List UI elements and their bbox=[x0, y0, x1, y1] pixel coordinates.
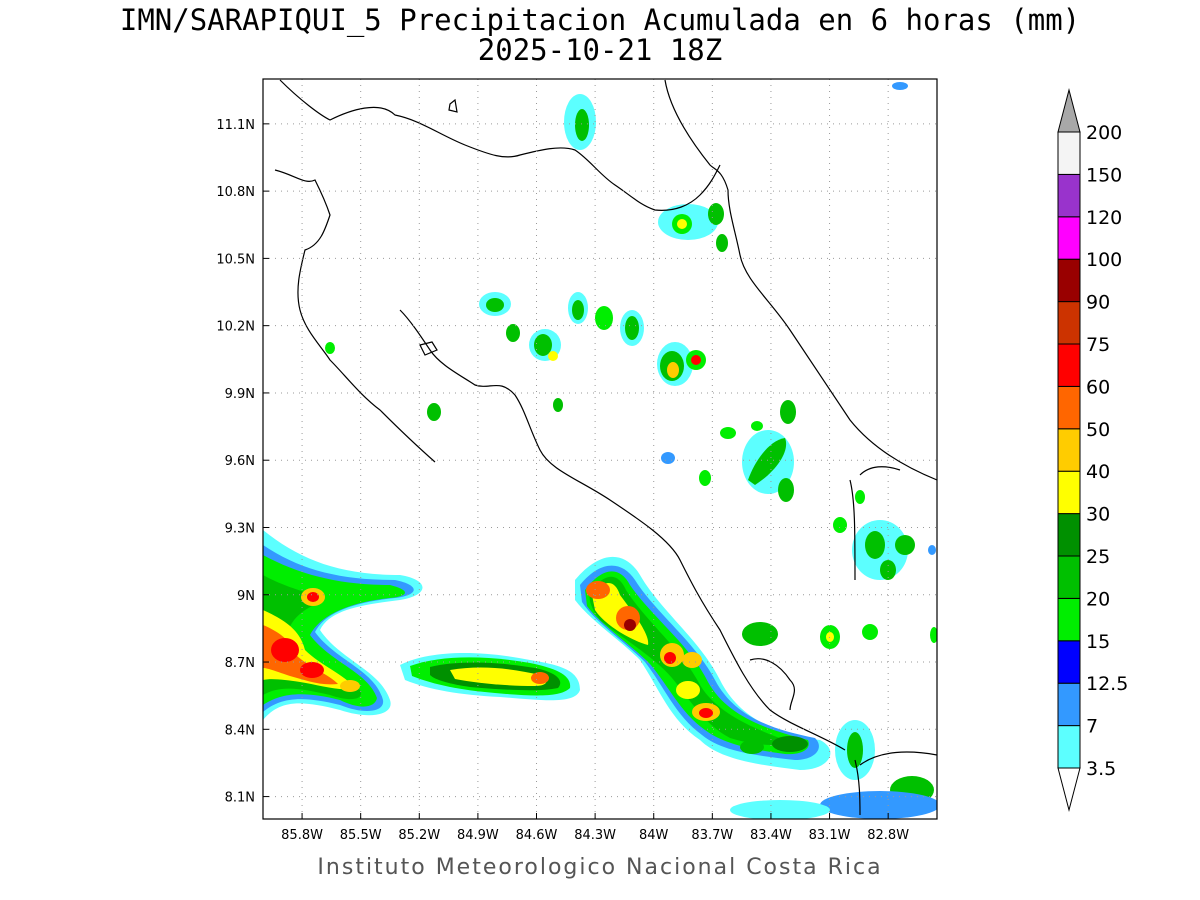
colorbar-segment bbox=[1057, 131, 1081, 175]
lat-tick-label: 10.2N bbox=[216, 320, 255, 335]
lon-tick-label: 85.8W bbox=[281, 828, 323, 843]
colorbar-segment bbox=[1057, 173, 1081, 218]
colorbar-segment bbox=[1057, 470, 1081, 515]
map-subtitle-date: 2025-10-21 18Z bbox=[477, 33, 723, 67]
colorbar-upper-arrow bbox=[1057, 88, 1081, 133]
lon-tick-label: 84.6W bbox=[516, 828, 558, 843]
lat-tick-label: 9.3N bbox=[225, 521, 255, 536]
rain-cells-caribbean bbox=[325, 82, 937, 819]
colorbar-level-label: 25 bbox=[1086, 546, 1110, 568]
lon-tick-label: 85.5W bbox=[340, 828, 382, 843]
colorbar-segment bbox=[1057, 597, 1081, 642]
rain-band-southeast bbox=[575, 556, 831, 770]
colorbar-segment bbox=[1057, 258, 1081, 303]
lat-tick-label: 8.4N bbox=[225, 723, 255, 738]
colorbar-level-label: 7 bbox=[1086, 716, 1098, 738]
colorbar-segment bbox=[1057, 301, 1081, 345]
lat-tick-label: 9.6N bbox=[225, 454, 255, 469]
colorbar-segment bbox=[1057, 343, 1081, 387]
lon-tick-label: 84.9W bbox=[457, 828, 499, 843]
colorbar-level-label: 12.5 bbox=[1086, 673, 1128, 695]
coastline-outlines bbox=[274, 79, 937, 816]
colorbar-segment bbox=[1057, 682, 1081, 727]
colorbar-level-label: 3.5 bbox=[1086, 758, 1116, 780]
lon-tick-label: 82.8W bbox=[867, 828, 909, 843]
lon-tick-label: 84W bbox=[639, 828, 669, 843]
colorbar-segment bbox=[1057, 513, 1081, 557]
lat-tick-label: 9N bbox=[237, 589, 255, 604]
colorbar-level-label: 100 bbox=[1086, 249, 1122, 271]
lon-tick-label: 83.4W bbox=[750, 828, 792, 843]
colorbar-level-label: 30 bbox=[1086, 504, 1110, 526]
lat-tick-label: 10.5N bbox=[216, 252, 255, 267]
footer-credit: Instituto Meteorologico Nacional Costa R… bbox=[317, 855, 883, 880]
lon-tick-label: 83.1W bbox=[809, 828, 851, 843]
rain-band-central bbox=[400, 653, 580, 701]
colorbar-segment bbox=[1057, 428, 1081, 472]
map-title: IMN/SARAPIQUI_5 Precipitacion Acumulada … bbox=[119, 3, 1081, 37]
colorbar-level-label: 60 bbox=[1086, 376, 1110, 398]
colorbar-segment bbox=[1057, 385, 1081, 430]
colorbar-segment bbox=[1057, 640, 1081, 684]
colorbar-level-label: 120 bbox=[1086, 207, 1122, 229]
colorbar-lower-arrow bbox=[1057, 767, 1081, 812]
colorbar-level-label: 15 bbox=[1086, 631, 1110, 653]
lon-tick-label: 85.2W bbox=[398, 828, 440, 843]
colorbar-level-label: 20 bbox=[1086, 588, 1110, 610]
lat-tick-label: 10.8N bbox=[216, 185, 255, 200]
map-frame bbox=[262, 78, 938, 820]
map-gridlines bbox=[263, 79, 937, 819]
colorbar-level-label: 75 bbox=[1086, 334, 1110, 356]
precipitation-field bbox=[263, 82, 937, 819]
longitude-axis: 85.8W 85.5W 85.2W 84.9W 84.6W 84.3W 84W 83.7W 83… bbox=[281, 813, 909, 843]
lat-tick-label: 8.1N bbox=[225, 791, 255, 806]
colorbar-level-label: 200 bbox=[1086, 122, 1122, 144]
colorbar-legend: 3.5 7 12.5 15 20 25 30 40 50 60 75 90 100 120 150 200 bbox=[1057, 88, 1128, 812]
colorbar-segment bbox=[1057, 216, 1081, 260]
lat-tick-label: 8.7N bbox=[225, 656, 255, 671]
colorbar-level-label: 150 bbox=[1086, 164, 1122, 186]
colorbar-segment bbox=[1057, 725, 1081, 769]
colorbar-level-label: 40 bbox=[1086, 461, 1110, 483]
colorbar-level-label: 50 bbox=[1086, 419, 1110, 441]
lat-tick-label: 11.1N bbox=[216, 118, 255, 133]
latitude-axis: 11.1N 10.8N 10.5N 10.2N 9.9N 9.6N 9.3N 9N 8.7N 8.… bbox=[216, 118, 269, 806]
rain-band-southwest bbox=[263, 530, 423, 720]
lat-tick-label: 9.9N bbox=[225, 387, 255, 402]
lon-tick-label: 83.7W bbox=[691, 828, 733, 843]
lon-tick-label: 84.3W bbox=[574, 828, 616, 843]
colorbar-segment bbox=[1057, 555, 1081, 599]
colorbar-level-label: 90 bbox=[1086, 292, 1110, 314]
